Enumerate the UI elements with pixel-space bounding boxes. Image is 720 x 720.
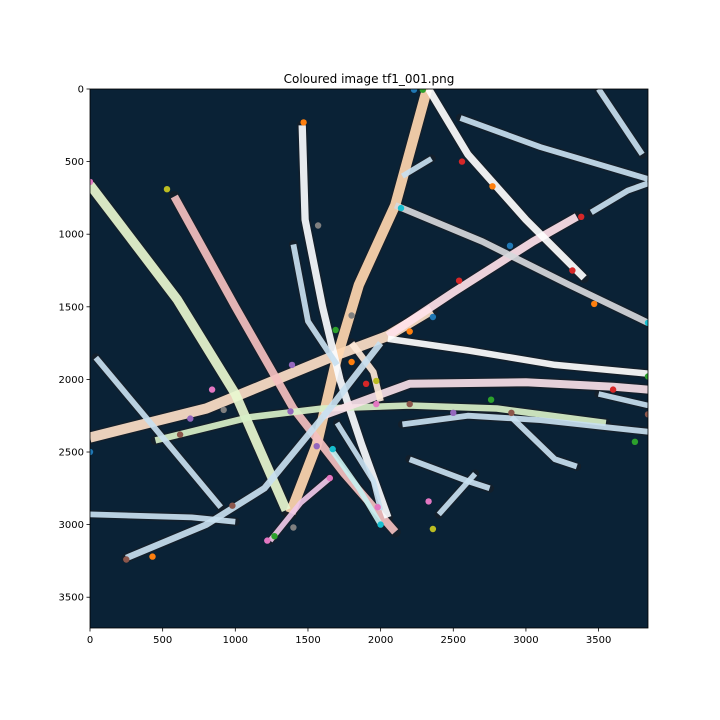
y-tick-label-2: 1000	[59, 230, 84, 241]
x-tick-label-4: 2000	[368, 635, 393, 646]
filament-5	[90, 181, 291, 512]
y-tick-label-4: 2000	[59, 375, 84, 386]
filament-2	[285, 89, 433, 515]
filament-18	[589, 180, 648, 215]
marker-28	[487, 396, 495, 403]
filament-12	[125, 341, 384, 561]
filament-11	[349, 341, 384, 402]
marker-8	[578, 213, 585, 220]
marker-33	[187, 415, 194, 422]
marker-29	[220, 406, 227, 414]
marker-50	[123, 556, 130, 563]
marker-11	[569, 267, 576, 274]
marker-49	[149, 553, 156, 560]
marker-2	[300, 119, 307, 126]
marker-13	[591, 300, 598, 308]
y-tick-label-1: 500	[65, 157, 84, 168]
marker-23	[373, 377, 380, 385]
marker-47	[271, 533, 278, 540]
filament-19	[400, 156, 433, 179]
marker-48	[264, 537, 271, 544]
marker-39	[90, 448, 94, 456]
marker-46	[429, 525, 437, 533]
filament-16	[459, 115, 648, 182]
marker-16	[644, 319, 648, 326]
marker-34	[644, 411, 648, 418]
filament-10	[393, 202, 648, 326]
marker-41	[425, 498, 432, 505]
x-tick-label-5: 2500	[441, 635, 466, 646]
marker-42	[229, 502, 236, 509]
x-tick-label-1: 500	[153, 635, 172, 646]
filament-26	[268, 476, 332, 543]
filaments	[90, 89, 648, 561]
marker-3	[458, 158, 466, 165]
marker-15	[429, 313, 437, 321]
filament-1	[385, 213, 579, 340]
x-tick-label-6: 3000	[513, 635, 538, 646]
marker-31	[450, 409, 457, 416]
marker-14	[348, 312, 355, 319]
marker-22	[362, 380, 370, 387]
marker-20	[348, 358, 355, 366]
filament-21	[509, 415, 578, 470]
y-tick-label-0: 0	[78, 85, 84, 96]
marker-35	[176, 431, 184, 438]
filament-8	[387, 335, 648, 377]
filament-25	[334, 421, 384, 511]
marker-27	[406, 400, 413, 408]
marker-44	[377, 521, 384, 528]
marker-25	[609, 386, 617, 393]
marker-40	[326, 474, 333, 482]
marker-4	[489, 183, 496, 190]
filament-4	[298, 125, 392, 519]
filament-24	[597, 391, 648, 409]
marker-12	[455, 277, 463, 284]
filament-17	[596, 89, 645, 156]
marker-30	[287, 408, 294, 415]
marker-21	[644, 373, 648, 380]
x-axis: 0 500 1000 1500 2000 2500 3000 3500	[87, 628, 611, 646]
markers	[90, 89, 648, 563]
filament-13	[90, 511, 236, 525]
marker-18	[406, 328, 413, 335]
filament-27	[329, 447, 383, 526]
x-tick-label-7: 3500	[586, 635, 611, 646]
marker-0	[410, 89, 418, 93]
figure-title: Coloured image tf1_001.png	[284, 72, 455, 86]
marker-1	[419, 89, 426, 93]
marker-26	[373, 400, 380, 408]
x-tick-label-2: 1000	[223, 635, 248, 646]
marker-36	[631, 438, 639, 445]
marker-24	[208, 386, 216, 393]
marker-10	[506, 242, 514, 249]
filament-6	[154, 402, 607, 444]
marker-32	[508, 409, 515, 416]
marker-6	[163, 186, 171, 193]
x-tick-label-3: 1500	[295, 635, 320, 646]
y-tick-label-7: 3500	[59, 593, 84, 604]
filament-9	[425, 89, 587, 281]
y-tick-label-5: 2500	[59, 448, 84, 459]
marker-19	[288, 361, 296, 369]
marker-38	[329, 445, 336, 453]
x-tick-label-0: 0	[87, 635, 93, 646]
marker-7	[397, 204, 405, 212]
filament-20	[402, 412, 648, 435]
marker-9	[314, 222, 322, 229]
marker-5	[90, 178, 94, 186]
marker-37	[313, 443, 320, 450]
marker-45	[290, 524, 297, 531]
filament-14	[93, 355, 224, 510]
filament-15	[290, 243, 340, 367]
image-area	[90, 89, 648, 628]
y-axis: 0 500 1000 1500 2000 2500 3000 3500	[59, 85, 90, 604]
marker-43	[374, 504, 381, 511]
filament-23	[436, 471, 478, 517]
y-tick-label-3: 1500	[59, 302, 84, 313]
y-tick-label-6: 3000	[59, 520, 84, 531]
marker-17	[332, 326, 339, 334]
axes-frame	[89, 88, 649, 629]
